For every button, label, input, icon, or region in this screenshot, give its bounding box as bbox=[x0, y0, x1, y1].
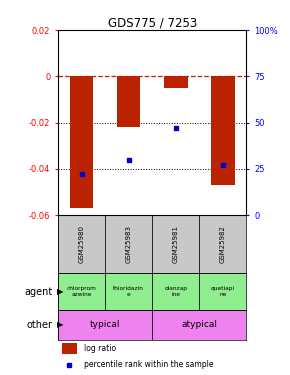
Text: log ratio: log ratio bbox=[84, 344, 117, 352]
Bar bbox=[58, 310, 152, 339]
Bar bbox=[58, 273, 105, 310]
Text: GSM25981: GSM25981 bbox=[173, 225, 179, 263]
Bar bbox=[152, 273, 200, 310]
Bar bbox=[70, 76, 93, 208]
Bar bbox=[58, 215, 105, 273]
Bar bbox=[62, 343, 77, 354]
Text: GSM25982: GSM25982 bbox=[220, 225, 226, 263]
Bar bbox=[117, 76, 140, 127]
Text: other: other bbox=[26, 320, 52, 330]
Text: chlorprom
azwine: chlorprom azwine bbox=[67, 286, 97, 297]
Text: ▶: ▶ bbox=[57, 321, 63, 330]
Text: olanzap
ine: olanzap ine bbox=[164, 286, 187, 297]
Bar bbox=[199, 215, 246, 273]
Bar bbox=[152, 215, 200, 273]
Text: thioridazin
e: thioridazin e bbox=[113, 286, 144, 297]
Text: GSM25980: GSM25980 bbox=[79, 225, 85, 263]
Text: quetiapi
ne: quetiapi ne bbox=[211, 286, 235, 297]
Text: ▶: ▶ bbox=[57, 287, 63, 296]
Text: atypical: atypical bbox=[181, 321, 218, 330]
Text: percentile rank within the sample: percentile rank within the sample bbox=[84, 360, 214, 369]
Bar bbox=[105, 215, 152, 273]
Title: GDS775 / 7253: GDS775 / 7253 bbox=[108, 17, 197, 30]
Bar bbox=[199, 273, 246, 310]
Bar bbox=[164, 76, 188, 88]
Text: agent: agent bbox=[24, 287, 52, 297]
Bar bbox=[152, 310, 246, 339]
Bar bbox=[211, 76, 235, 185]
Bar bbox=[105, 273, 152, 310]
Text: typical: typical bbox=[90, 321, 120, 330]
Text: GSM25983: GSM25983 bbox=[126, 225, 132, 263]
